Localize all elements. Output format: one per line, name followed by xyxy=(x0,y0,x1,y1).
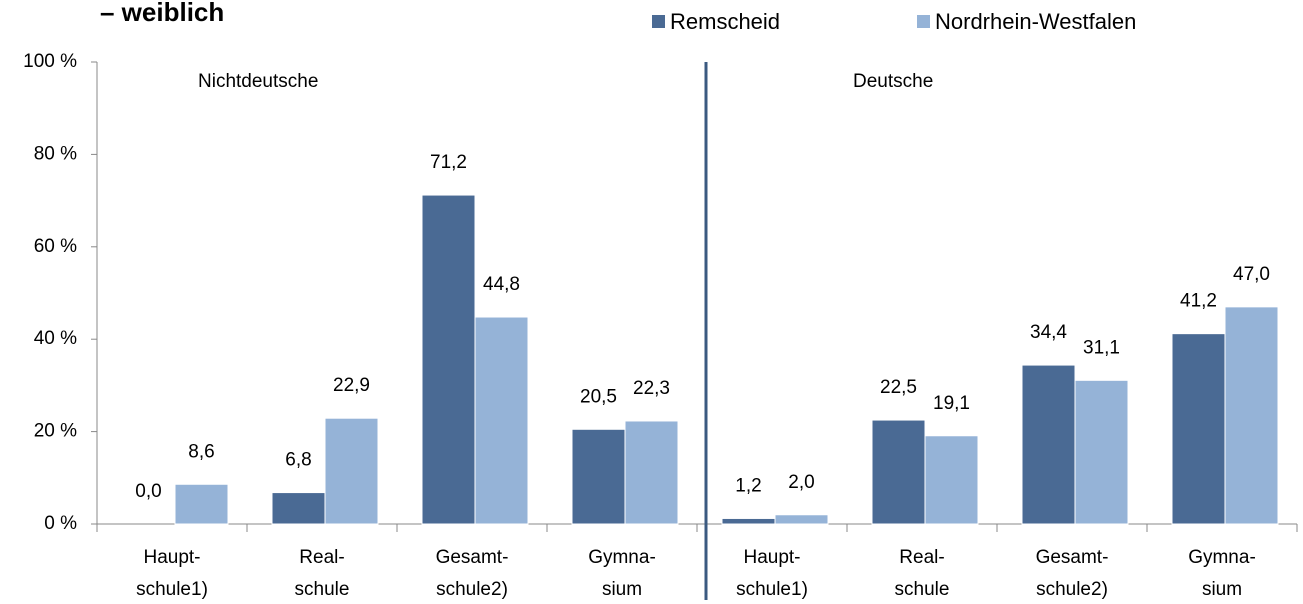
x-tick-label-line: sium xyxy=(1202,579,1242,600)
bar xyxy=(421,194,476,525)
bar xyxy=(774,514,829,525)
legend-swatch xyxy=(917,15,930,28)
value-label: 6,8 xyxy=(285,450,311,471)
value-label: 1,2 xyxy=(735,475,761,496)
y-tick-label: 0 % xyxy=(44,513,77,534)
bar xyxy=(1224,306,1279,525)
x-tick-label: Real-schule xyxy=(295,547,350,600)
value-label: 22,5 xyxy=(880,377,917,398)
bar xyxy=(871,419,926,525)
value-label: 2,0 xyxy=(788,472,814,493)
x-tick-label-line: Real- xyxy=(899,547,944,568)
x-tick-label-line: schule2) xyxy=(1036,579,1108,600)
x-tick-label-line: schule1) xyxy=(136,579,208,600)
legend-label: Remscheid xyxy=(670,9,780,34)
x-tick-label-line: Gesamt- xyxy=(436,547,509,568)
bar xyxy=(924,435,979,525)
chart-title: – weiblich xyxy=(100,0,224,27)
x-tick-label-line: Gymna- xyxy=(588,547,656,568)
y-tick-label: 20 % xyxy=(34,421,77,442)
x-tick-label-line: Gymna- xyxy=(1188,547,1256,568)
y-tick-label: 60 % xyxy=(34,236,77,257)
x-tick-label: Gesamt-schule2) xyxy=(436,547,509,600)
group-label: Nichtdeutsche xyxy=(198,71,318,92)
value-label: 22,3 xyxy=(633,378,670,399)
x-tick-label-line: sium xyxy=(602,579,642,600)
y-tick-label: 40 % xyxy=(34,328,77,349)
legend-swatch xyxy=(652,15,665,28)
x-tick-label-line: schule2) xyxy=(436,579,508,600)
legend-label: Nordrhein-Westfalen xyxy=(935,9,1136,34)
value-label: 41,2 xyxy=(1180,291,1217,312)
x-tick-label-line: Haupt- xyxy=(743,547,800,568)
value-label: 22,9 xyxy=(333,375,370,396)
value-label: 0,0 xyxy=(135,481,161,502)
value-label: 19,1 xyxy=(933,393,970,414)
bar xyxy=(624,420,679,525)
bar xyxy=(271,492,326,525)
x-tick-label: Gymna-sium xyxy=(1188,547,1256,600)
x-tick-label-line: Real- xyxy=(299,547,344,568)
y-tick-label: 100 % xyxy=(23,51,77,72)
x-tick-label: Gesamt-schule2) xyxy=(1036,547,1109,600)
value-label: 47,0 xyxy=(1233,264,1270,285)
x-tick-label-line: Gesamt- xyxy=(1036,547,1109,568)
bar xyxy=(1021,364,1076,525)
value-label: 20,5 xyxy=(580,386,617,407)
x-tick-label: Real-schule xyxy=(895,547,950,600)
x-tick-label-line: schule xyxy=(295,579,350,600)
bar xyxy=(174,483,229,525)
value-label: 31,1 xyxy=(1083,337,1120,358)
group-label: Deutsche xyxy=(853,71,933,92)
x-tick-label: Haupt-schule1) xyxy=(136,547,208,600)
x-tick-label-line: Haupt- xyxy=(143,547,200,568)
value-label: 71,2 xyxy=(430,152,467,173)
bar xyxy=(474,316,529,525)
bar xyxy=(1074,379,1129,525)
value-label: 34,4 xyxy=(1030,322,1067,343)
x-tick-label: Gymna-sium xyxy=(588,547,656,600)
value-label: 44,8 xyxy=(483,274,520,295)
bar xyxy=(324,417,379,525)
x-tick-label: Haupt-schule1) xyxy=(736,547,808,600)
x-tick-label-line: schule xyxy=(895,579,950,600)
bar xyxy=(721,517,776,525)
bar xyxy=(571,428,626,525)
x-tick-label-line: schule1) xyxy=(736,579,808,600)
value-label: 8,6 xyxy=(188,441,214,462)
bar xyxy=(1171,333,1226,525)
y-tick-label: 80 % xyxy=(34,143,77,164)
